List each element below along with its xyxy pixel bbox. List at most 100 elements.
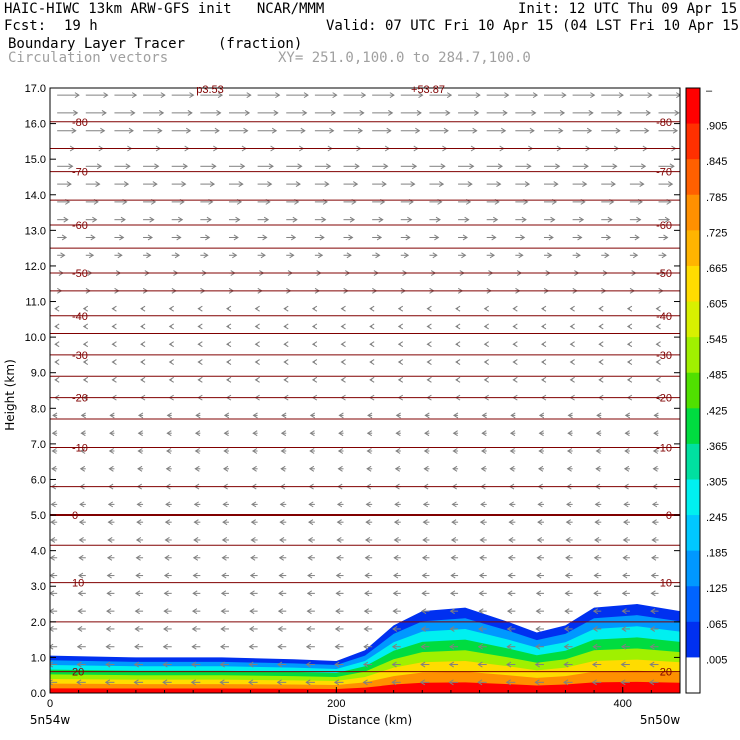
- vector-arrow-head: [254, 376, 260, 383]
- vector-arrow-head: [508, 519, 514, 526]
- vector-arrow-head: [661, 252, 667, 259]
- vector-arrow-head: [464, 216, 470, 223]
- vector-arrow-head: [165, 501, 171, 508]
- vector-arrow-head: [107, 537, 113, 543]
- vector-arrow-head: [185, 127, 192, 134]
- vector-arrow-head: [50, 608, 55, 615]
- vector-arrow-head: [191, 626, 197, 632]
- vector-arrow-head: [308, 519, 314, 526]
- y-tick-label: 17.0: [25, 83, 46, 95]
- vector-arrow-head: [340, 376, 346, 383]
- vector-arrow-head: [668, 181, 674, 188]
- vector-arrow-head: [332, 92, 338, 99]
- vector-arrow-head: [395, 412, 401, 419]
- vector-arrow-head: [283, 305, 289, 312]
- vector-arrow-head: [308, 465, 315, 472]
- vector-arrow-head: [214, 127, 220, 134]
- vector-arrow-head: [79, 501, 85, 508]
- vector-arrow-head: [276, 679, 282, 686]
- vector-arrow-head: [108, 448, 114, 454]
- vector-arrow-head: [496, 181, 502, 188]
- y-tick-label: 16.0: [25, 119, 46, 131]
- vector-arrow-head: [592, 608, 599, 615]
- vector-arrow-head: [569, 341, 575, 348]
- vector-arrow-head: [78, 554, 84, 561]
- vector-arrow-head: [410, 181, 416, 188]
- vector-arrow-head: [273, 109, 279, 116]
- vector-arrow-head: [160, 92, 166, 99]
- vector-arrow-head: [366, 430, 373, 437]
- vector-arrow-head: [649, 626, 656, 632]
- vector-arrow-head: [369, 305, 375, 312]
- vector-arrow-head: [128, 127, 134, 134]
- vector-arrow-head: [405, 234, 411, 241]
- isotherm-label: 10: [72, 578, 84, 590]
- vector-arrow-head: [449, 626, 455, 632]
- vector-arrow-head: [71, 127, 77, 134]
- vector-arrow-head: [364, 572, 370, 579]
- vector-arrow-head: [449, 643, 455, 650]
- vector-arrow-head: [623, 465, 630, 472]
- vector-arrow-head: [472, 127, 478, 134]
- vector-arrow-head: [565, 554, 571, 561]
- vector-arrow-head: [134, 608, 140, 615]
- vector-arrow-head: [563, 626, 570, 632]
- vector-arrow-head: [193, 537, 199, 543]
- vector-arrow-head: [420, 661, 426, 668]
- vector-arrow-head: [395, 430, 401, 437]
- vector-arrow-head: [626, 323, 633, 330]
- vector-arrow-head: [521, 216, 527, 223]
- colorbar-swatch: [686, 265, 700, 303]
- vector-arrow-head: [252, 430, 258, 437]
- vector-arrow-head: [307, 537, 313, 543]
- vector-arrow-head: [645, 109, 651, 116]
- vector-arrow-head: [95, 181, 101, 188]
- vector-arrow-head: [96, 163, 103, 170]
- isotherm-label: -50: [656, 268, 672, 280]
- vector-arrow-head: [275, 92, 281, 99]
- vector-arrow-head: [191, 608, 198, 615]
- vector-arrow-head: [520, 234, 526, 241]
- vector-arrow-head: [563, 679, 569, 686]
- vector-arrow-head: [452, 430, 458, 437]
- y-tick-label: 9.0: [31, 368, 46, 380]
- colorbar-swatch: [686, 337, 700, 374]
- vector-arrow-head: [338, 430, 344, 437]
- vector-arrow-head: [60, 252, 66, 259]
- vector-arrow-head: [502, 109, 508, 116]
- vector-arrow-head: [223, 412, 230, 419]
- right-endpoint-label: 5n50w: [640, 713, 681, 727]
- colorbar-swatch: [686, 479, 700, 516]
- vector-arrow-head: [267, 181, 273, 188]
- vector-arrow-head: [226, 341, 232, 348]
- vector-arrow-head: [512, 376, 518, 383]
- vector-arrow-head: [369, 323, 375, 330]
- vector-arrow-head: [438, 181, 445, 188]
- vector-arrow-head: [163, 590, 169, 597]
- vector-arrow-head: [220, 626, 226, 632]
- vector-arrow-head: [538, 412, 545, 419]
- vector-arrow-head: [550, 216, 556, 223]
- vector-arrow-head: [324, 181, 330, 188]
- vector-arrow-head: [263, 216, 270, 223]
- vector-arrow-head: [321, 216, 327, 223]
- colorbar-swatch: [686, 194, 700, 231]
- vector-arrow-head: [108, 465, 114, 472]
- vector-arrow-head: [479, 537, 485, 543]
- vector-arrow-head: [649, 661, 655, 668]
- vector-arrow-head: [192, 554, 199, 561]
- colorbar-swatch: [686, 621, 700, 658]
- vector-arrow-head: [403, 252, 410, 259]
- vector-arrow-head: [280, 430, 287, 437]
- plot-frame: [49, 87, 681, 694]
- vector-arrow-head: [595, 430, 602, 437]
- vector-arrow-head: [77, 590, 83, 597]
- vector-arrow-head: [349, 216, 356, 223]
- vector-arrow-head: [450, 537, 457, 543]
- vector-arrow-head: [157, 127, 163, 134]
- vector-arrow-head: [88, 252, 95, 259]
- vector-arrow-head: [621, 608, 627, 615]
- vector-arrow-head: [195, 412, 201, 419]
- vector-arrow-head: [483, 359, 489, 365]
- vector-arrow-head: [435, 216, 441, 223]
